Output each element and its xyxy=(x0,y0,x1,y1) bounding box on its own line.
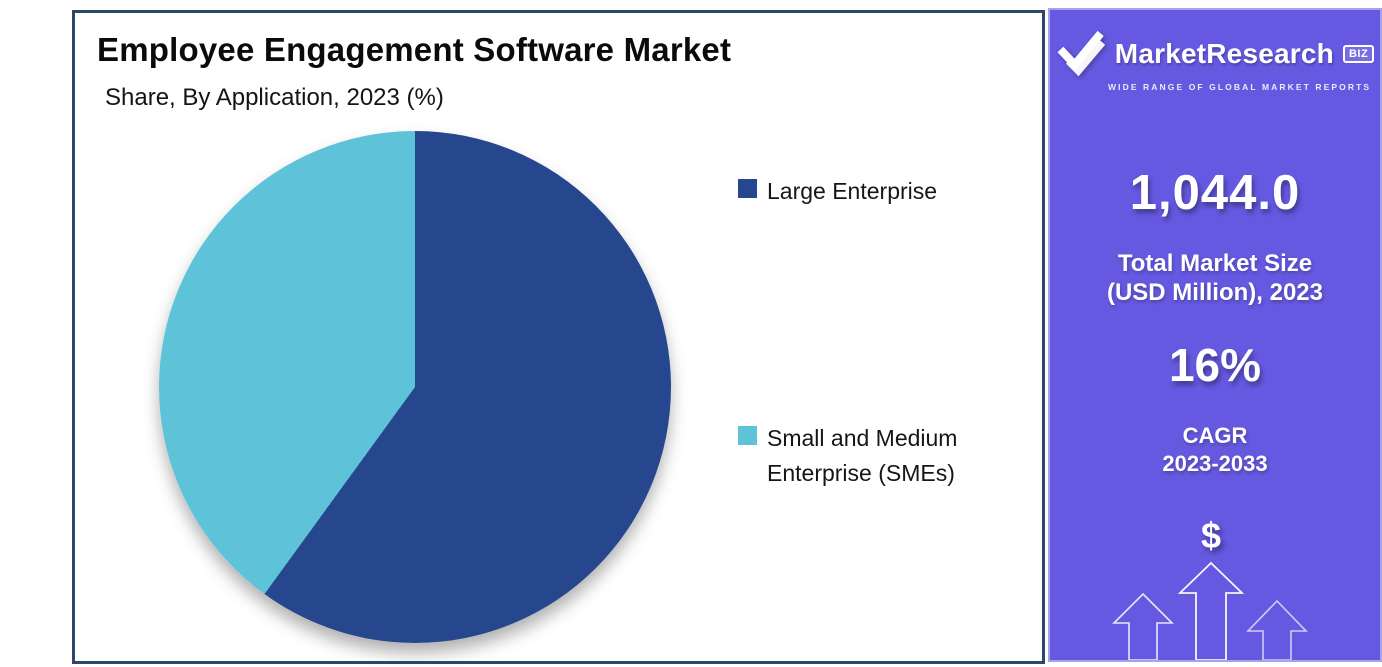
legend-label: Large Enterprise xyxy=(767,178,938,204)
chart-panel: Employee Engagement Software Market Shar… xyxy=(72,10,1045,664)
cagr-label-line1: CAGR xyxy=(1182,423,1248,448)
legend-item-large-enterprise: Large Enterprise xyxy=(738,174,937,209)
dollar-icon: $ xyxy=(1200,515,1222,556)
cagr-label: CAGR 2023-2033 xyxy=(1050,422,1380,477)
brand-tagline: WIDE RANGE OF GLOBAL MARKET REPORTS xyxy=(1108,82,1372,92)
market-size-label: Total Market Size (USD Million), 2023 xyxy=(1050,250,1380,308)
cagr-value: 16% xyxy=(1168,339,1262,391)
brand-panel: MarketResearch BIZ WIDE RANGE OF GLOBAL … xyxy=(1048,8,1382,662)
page-title: Employee Engagement Software Market xyxy=(97,31,732,68)
brand-name: MarketResearch xyxy=(1114,38,1334,69)
legend-label: Small and Medium Enterprise (SMEs) xyxy=(767,425,958,486)
legend-swatch-large-enterprise xyxy=(738,179,757,198)
double-check-icon xyxy=(1057,30,1105,77)
legend-item-smes: Small and Medium Enterprise (SMEs) xyxy=(738,421,1007,490)
market-size-label-line1: Total Market Size xyxy=(1117,250,1313,277)
legend: Large Enterprise Small and Medium Enterp… xyxy=(738,13,1028,661)
growth-arrows-icon xyxy=(1112,561,1308,660)
cagr-label-line2: 2023-2033 xyxy=(1162,450,1268,476)
pie-chart xyxy=(159,131,671,643)
brand-badge: BIZ xyxy=(1342,45,1375,63)
market-size-value: 1,044.0 xyxy=(1129,166,1301,220)
brand-logo: MarketResearch BIZ WIDE RANGE OF GLOBAL … xyxy=(1050,30,1380,92)
chart-subtitle: Share, By Application, 2023 (%) xyxy=(105,84,444,111)
legend-swatch-smes xyxy=(738,426,757,445)
market-size-label-line2: (USD Million), 2023 xyxy=(1106,278,1324,306)
